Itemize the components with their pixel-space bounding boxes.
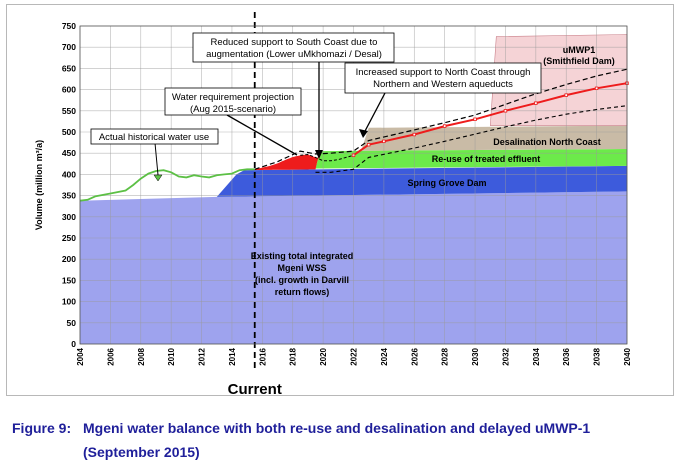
umwp-label: uMWP1 [563,45,596,55]
increased-text: Northern and Western aqueducts [373,79,513,90]
y-tick-label: 700 [62,42,76,52]
x-tick-label: 2012 [198,347,207,365]
requirement-box [164,87,302,116]
existing-supply-label: (incl. growth in Darvill [255,275,349,285]
x-tick-label: 2006 [106,347,115,365]
plot-border [79,25,628,345]
water-balance-chart: 0 50 100 150 200 250 300 350 400 450 500 550 600 650 7… [34,12,632,397]
requirement-projection-dip [300,153,354,162]
x-tick-label: 2028 [441,347,450,365]
reuse-label: Re-use of treated effluent [432,154,541,164]
x-tick-label: 2018 [289,347,298,365]
requirement-text: (Aug 2015-scenario) [190,104,276,115]
area-band-2 [315,149,627,169]
increased-text: Increased support to North Coast through [356,67,531,78]
requirement-point [473,117,477,121]
y-tick-label: 550 [62,106,76,116]
x-tick-label: 2010 [167,347,176,365]
requirement-point [412,132,416,137]
y-tick-label: 400 [62,169,76,179]
y-axis-label: Volume (million m³/a) [34,140,44,230]
x-tick-label: 2026 [410,347,419,365]
projection-lower-line [315,105,628,173]
x-tick-label: 2020 [319,347,328,365]
reduced-arrowhead [315,150,323,159]
y-tick-label: 500 [62,127,76,137]
requirement-text: Water requirement projection [172,92,294,103]
requirement-point [366,143,371,147]
requirement-point [442,124,447,128]
y-tick-label: 350 [62,191,76,201]
figure-caption-title-line2: (September 2015) [83,444,200,460]
requirement-point [564,93,568,97]
x-tick-label: 2022 [350,347,359,365]
x-tick-label: 2032 [501,347,510,365]
y-tick-label: 650 [62,63,76,73]
y-tick-label: 150 [62,275,76,285]
projection-upper-line [254,68,628,170]
reduced-text: augmentation (Lower uMkhomazi / Desal) [206,49,382,60]
x-tick-label: 2040 [623,347,632,365]
requirement-point [503,109,508,113]
y-tick-label: 200 [62,254,76,264]
requirement-leader [226,114,298,156]
y-tick-label: 0 [71,339,76,349]
y-tick-label: 50 [67,318,77,328]
x-tick-label: 2008 [137,347,146,365]
requirement-point [382,139,386,144]
x-tick-label: 2016 [258,347,267,365]
historical-leader [154,142,159,176]
historical-use-line [79,168,255,202]
area-band-1 [216,165,628,197]
y-tick-label: 300 [62,212,76,222]
historical-text: Actual historical water use [99,132,209,143]
y-tick-label: 750 [62,21,76,31]
existing-supply-label: Existing total integrated [251,251,354,261]
figure-caption: Figure 9: Mgeni water balance with both r… [12,420,590,436]
figure-caption-label: Figure 9: [12,420,72,436]
historical-marker [153,174,163,182]
requirement-point [534,101,538,105]
x-tick-label: 2024 [380,347,389,365]
y-tick-label: 450 [62,148,76,158]
increased-arrowhead [359,129,368,138]
historical-box [90,128,219,145]
requirement-point [594,86,599,91]
x-tick-label: 2004 [76,347,85,365]
desalination-label: Desalination North Coast [493,137,601,147]
figure-caption-title: Mgeni water balance with both re-use and… [83,420,591,436]
x-tick-label: 2030 [471,347,480,365]
deficit-area [254,151,328,170]
reduced-text: Reduced support to South Coast due to [211,37,378,48]
x-tick-label: 2038 [593,347,602,365]
reduced-box [192,32,395,63]
current-label: Current [228,381,282,397]
spring-grove-label: Spring Grove Dam [407,178,486,188]
y-tick-label: 600 [62,85,76,95]
increased-leader [363,92,386,134]
y-tick-label: 100 [62,297,76,307]
chart-frame: 0 50 100 150 200 250 300 350 400 450 500 550 600 650 7… [6,4,674,397]
y-tick-label: 250 [62,233,76,243]
x-tick-label: 2036 [562,347,571,365]
umwp-label: (Smithfield Dam) [543,56,615,66]
x-tick-label: 2014 [228,347,237,365]
increased-box [344,62,542,94]
x-tick-label: 2034 [532,347,541,365]
existing-supply-label: Mgeni WSS [278,263,327,273]
existing-supply-label: return flows) [275,287,330,297]
